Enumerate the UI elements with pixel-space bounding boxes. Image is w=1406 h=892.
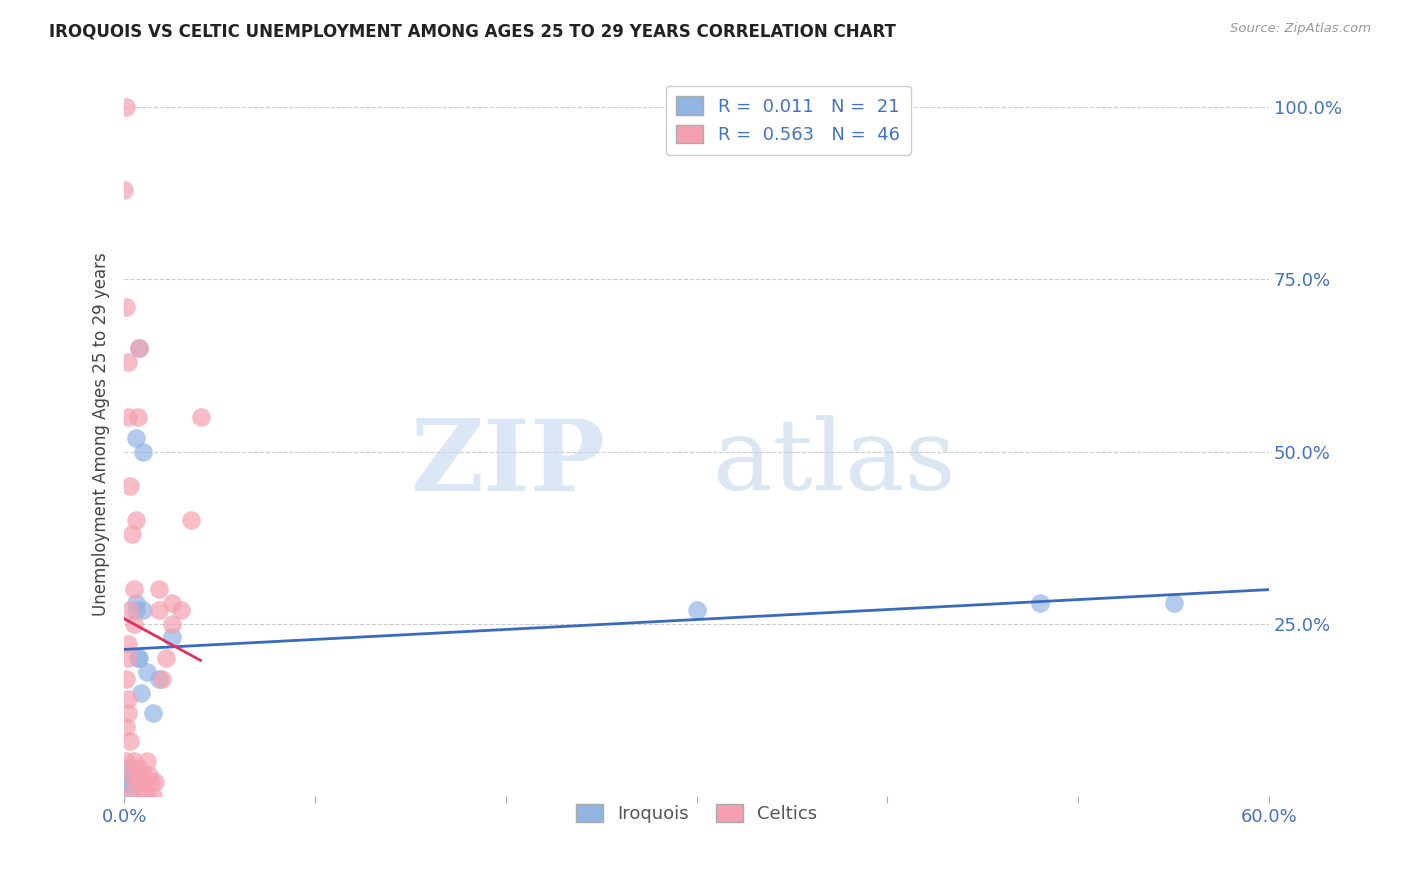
- Point: [155, 651, 177, 665]
- Point: [132, 768, 155, 782]
- Point: [160, 616, 183, 631]
- Point: [124, 775, 146, 789]
- Point: [128, 761, 150, 775]
- Point: [118, 479, 141, 493]
- Point: [180, 513, 202, 527]
- Point: [134, 775, 156, 789]
- Y-axis label: Unemployment Among Ages 25 to 29 years: Unemployment Among Ages 25 to 29 years: [93, 252, 110, 616]
- Point: [150, 672, 173, 686]
- Point: [118, 733, 141, 747]
- Point: [124, 603, 146, 617]
- Point: [127, 768, 149, 782]
- Point: [117, 355, 139, 369]
- Point: [122, 768, 145, 782]
- Point: [127, 410, 149, 425]
- Point: [148, 603, 170, 617]
- Point: [148, 672, 170, 686]
- Point: [121, 527, 143, 541]
- Text: Source: ZipAtlas.com: Source: ZipAtlas.com: [1230, 22, 1371, 36]
- Point: [160, 631, 183, 645]
- Point: [118, 789, 141, 803]
- Point: [117, 692, 139, 706]
- Point: [136, 789, 159, 803]
- Point: [118, 789, 141, 803]
- Point: [132, 444, 155, 458]
- Point: [136, 665, 159, 679]
- Text: atlas: atlas: [713, 416, 955, 511]
- Point: [127, 651, 149, 665]
- Point: [115, 100, 138, 114]
- Point: [138, 768, 160, 782]
- Point: [148, 582, 170, 597]
- Point: [1029, 596, 1052, 610]
- Point: [131, 775, 153, 789]
- Point: [122, 755, 145, 769]
- Point: [124, 596, 146, 610]
- Point: [122, 616, 145, 631]
- Point: [170, 603, 193, 617]
- Point: [117, 637, 139, 651]
- Point: [132, 603, 155, 617]
- Point: [121, 775, 143, 789]
- Point: [136, 755, 159, 769]
- Point: [115, 720, 138, 734]
- Point: [115, 300, 138, 314]
- Point: [142, 706, 165, 721]
- Legend: Iroquois, Celtics: Iroquois, Celtics: [568, 797, 825, 830]
- Point: [115, 755, 138, 769]
- Point: [117, 761, 139, 775]
- Point: [143, 775, 166, 789]
- Point: [160, 596, 183, 610]
- Point: [112, 183, 135, 197]
- Point: [122, 582, 145, 597]
- Point: [124, 513, 146, 527]
- Point: [685, 603, 707, 617]
- Text: IROQUOIS VS CELTIC UNEMPLOYMENT AMONG AGES 25 TO 29 YEARS CORRELATION CHART: IROQUOIS VS CELTIC UNEMPLOYMENT AMONG AG…: [49, 22, 896, 40]
- Text: ZIP: ZIP: [411, 415, 605, 512]
- Point: [132, 789, 155, 803]
- Point: [190, 410, 212, 425]
- Point: [117, 706, 139, 721]
- Point: [1163, 596, 1185, 610]
- Point: [128, 341, 150, 355]
- Point: [121, 768, 143, 782]
- Point: [117, 651, 139, 665]
- Point: [128, 341, 150, 355]
- Point: [131, 685, 153, 699]
- Point: [128, 651, 150, 665]
- Point: [115, 775, 138, 789]
- Point: [118, 603, 141, 617]
- Point: [117, 410, 139, 425]
- Point: [139, 775, 162, 789]
- Point: [115, 672, 138, 686]
- Point: [142, 789, 165, 803]
- Point: [124, 431, 146, 445]
